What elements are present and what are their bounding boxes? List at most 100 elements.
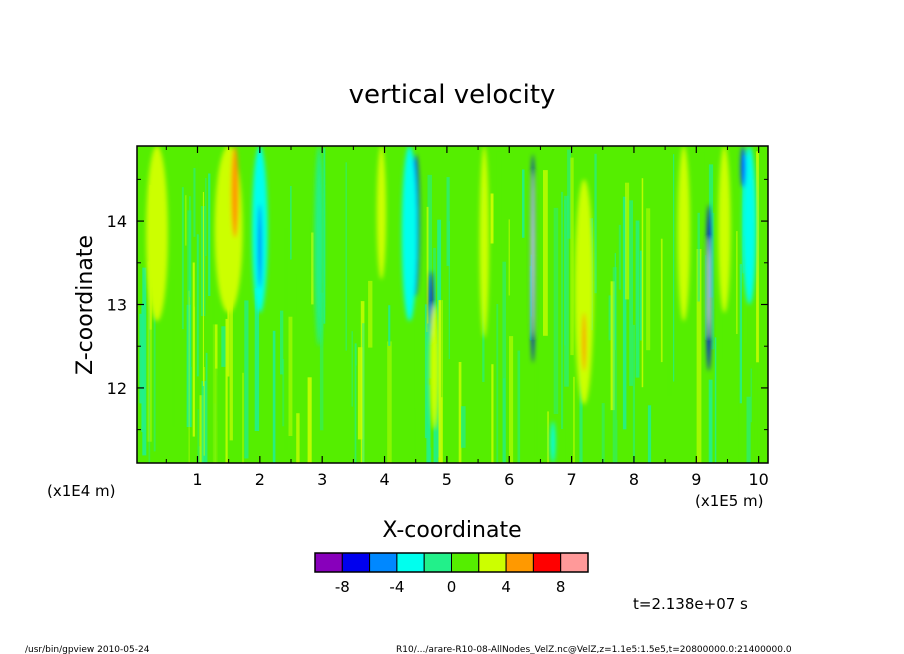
field-feature bbox=[214, 146, 243, 313]
field-streak bbox=[172, 279, 175, 427]
feature-layer bbox=[146, 146, 757, 463]
field-streak bbox=[573, 376, 575, 463]
field-streak bbox=[570, 157, 574, 356]
field-feature bbox=[740, 146, 746, 188]
colorbar-swatch bbox=[478, 552, 507, 573]
field-feature bbox=[376, 146, 387, 280]
field-streak bbox=[205, 352, 208, 463]
field-streak bbox=[414, 291, 417, 463]
field-streak bbox=[311, 232, 314, 305]
field-streak bbox=[354, 343, 357, 463]
x-tick-label: 10 bbox=[748, 470, 768, 489]
colorbar-frame bbox=[314, 552, 589, 573]
field-streak bbox=[196, 234, 201, 377]
field-feature bbox=[582, 312, 586, 372]
field-streak bbox=[448, 221, 450, 359]
field-streak bbox=[714, 337, 717, 463]
field-feature bbox=[479, 146, 489, 338]
field-streak bbox=[620, 210, 624, 360]
field-streak bbox=[736, 383, 739, 463]
field-streak bbox=[195, 153, 199, 307]
field-streak bbox=[272, 330, 276, 463]
field-streak bbox=[667, 254, 672, 396]
field-streak bbox=[534, 226, 538, 457]
y-axis: 12 13 14 bbox=[107, 178, 768, 431]
field-streak bbox=[294, 274, 297, 446]
field-streak bbox=[594, 153, 597, 294]
field-streak bbox=[427, 174, 432, 315]
field-streak bbox=[614, 253, 616, 350]
field-streak bbox=[307, 377, 312, 463]
y-unit-label: (x1E4 m) bbox=[47, 482, 116, 500]
field-streak bbox=[142, 267, 147, 456]
field-streak bbox=[502, 261, 506, 463]
field-streak bbox=[244, 300, 249, 459]
x-tick-label: 5 bbox=[442, 470, 452, 489]
field-streak bbox=[203, 367, 205, 456]
field-streak bbox=[633, 292, 639, 463]
field-streak bbox=[219, 282, 222, 463]
field-streak bbox=[673, 154, 675, 382]
field-streak bbox=[553, 207, 559, 414]
field-streak bbox=[708, 164, 714, 298]
field-streak bbox=[646, 208, 651, 351]
field-streak bbox=[490, 193, 494, 244]
field-streak bbox=[362, 323, 365, 463]
field-streak bbox=[139, 313, 145, 404]
field-streak bbox=[387, 341, 392, 463]
field-streak bbox=[576, 384, 578, 435]
field-streak bbox=[137, 269, 140, 311]
x-tick-label: 6 bbox=[504, 470, 514, 489]
field-streak bbox=[750, 368, 752, 423]
field-streak bbox=[660, 238, 663, 363]
field-streak bbox=[221, 347, 223, 463]
field-streak bbox=[199, 395, 204, 463]
y-tick-label: 14 bbox=[107, 212, 127, 231]
colorbar-swatch bbox=[560, 552, 589, 573]
x-tick-label: 3 bbox=[317, 470, 327, 489]
field-streak bbox=[736, 231, 738, 334]
field-streak bbox=[283, 228, 288, 450]
field-streak bbox=[345, 162, 347, 351]
field-streak bbox=[551, 280, 554, 368]
field-streak bbox=[538, 198, 543, 396]
field-streak bbox=[616, 239, 619, 420]
field-streak bbox=[438, 300, 443, 463]
field-streak bbox=[564, 195, 569, 387]
field-streak bbox=[610, 281, 615, 411]
field-feature bbox=[401, 146, 418, 322]
plot-area bbox=[137, 146, 768, 463]
x-tick-label: 1 bbox=[192, 470, 202, 489]
colorbar-swatch bbox=[505, 552, 534, 573]
field-feature bbox=[231, 146, 239, 238]
field-streak bbox=[368, 280, 373, 348]
field-streak bbox=[433, 247, 436, 318]
field-streak bbox=[208, 173, 211, 296]
field-streak bbox=[367, 258, 369, 302]
field-streak bbox=[191, 182, 194, 367]
field-streak bbox=[509, 336, 514, 463]
field-streak bbox=[458, 362, 462, 463]
field-streak bbox=[323, 147, 326, 324]
field-streak bbox=[635, 220, 640, 378]
field-streak bbox=[229, 290, 233, 441]
colorbar-tick-label: 8 bbox=[556, 578, 566, 596]
colorbar-swatch bbox=[369, 552, 398, 573]
field-streak bbox=[426, 206, 429, 332]
field-feature bbox=[677, 146, 690, 322]
field-streak bbox=[193, 168, 196, 237]
field-streak bbox=[601, 403, 605, 463]
field-streak bbox=[756, 151, 759, 363]
colorbar-tick-label: -4 bbox=[389, 578, 404, 596]
field-streak bbox=[351, 331, 353, 407]
colorbar-swatch bbox=[314, 552, 343, 573]
colorbar-tick-label: -8 bbox=[335, 578, 350, 596]
field-streak bbox=[494, 372, 497, 463]
field-streak bbox=[427, 323, 432, 379]
field-streak bbox=[169, 271, 173, 463]
field-streak bbox=[215, 368, 218, 463]
field-streak bbox=[282, 359, 285, 427]
field-streak bbox=[705, 255, 707, 340]
field-streak bbox=[296, 413, 300, 463]
